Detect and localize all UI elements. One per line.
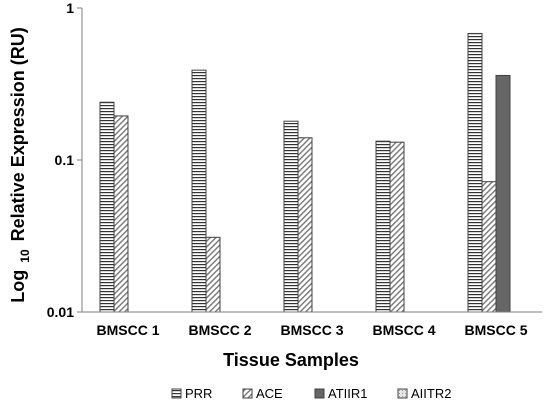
- legend-label-atiir1: ATIIR1: [328, 386, 368, 401]
- legend-label-prr: PRR: [185, 386, 212, 401]
- y-tick-label: 0.01: [47, 304, 74, 320]
- bar-ace-3: [297, 137, 313, 313]
- bar-ace-1: [113, 115, 129, 313]
- x-axis: BMSCC 1 BMSCC 2 BMSCC 3 BMSCC 4 BMSCC 5: [82, 311, 542, 338]
- x-tick-label: BMSCC 2: [188, 322, 251, 338]
- x-tick-label: BMSCC 4: [372, 322, 435, 338]
- y-axis-title-text: Relative Expression (RU): [8, 27, 28, 241]
- y-axis: 0.01 0.1 1: [47, 0, 83, 320]
- bar-atiir1-5: [495, 74, 511, 313]
- y-axis-title-prefix: Log: [8, 270, 28, 303]
- bar-prr-1: [99, 101, 115, 313]
- x-tick-label: BMSCC 5: [464, 322, 527, 338]
- y-axis-title-subscript: 10: [18, 249, 32, 263]
- legend-swatch-ace: [242, 388, 253, 399]
- legend: PRR ACE ATIIR1 AIITR2: [171, 386, 451, 401]
- y-tick-label: 0.1: [55, 152, 75, 168]
- svg-text:Log 10 Relative Ex: Log 10 Relative Expression (RU): [8, 27, 33, 302]
- bar-ace-5: [481, 181, 497, 313]
- x-tick-label: BMSCC 3: [280, 322, 343, 338]
- legend-label-ace: ACE: [256, 386, 283, 401]
- legend-swatch-atiir1: [314, 388, 325, 399]
- bars: [99, 32, 511, 313]
- y-axis-title: Log 10 Relative Expression (RU): [8, 27, 33, 302]
- y-tick-label: 1: [66, 0, 74, 16]
- bar-prr-4: [375, 140, 391, 313]
- bar-ace-2: [205, 236, 221, 313]
- legend-swatch-prr: [171, 388, 182, 399]
- x-axis-title: Tissue Samples: [223, 350, 359, 370]
- x-tick-label: BMSCC 1: [96, 322, 159, 338]
- bar-prr-5: [467, 32, 483, 313]
- bar-prr-3: [283, 120, 299, 313]
- bar-prr-2: [191, 69, 207, 313]
- legend-swatch-aiitr2: [397, 388, 408, 399]
- bar-ace-4: [389, 141, 405, 313]
- legend-label-aiitr2: AIITR2: [411, 386, 451, 401]
